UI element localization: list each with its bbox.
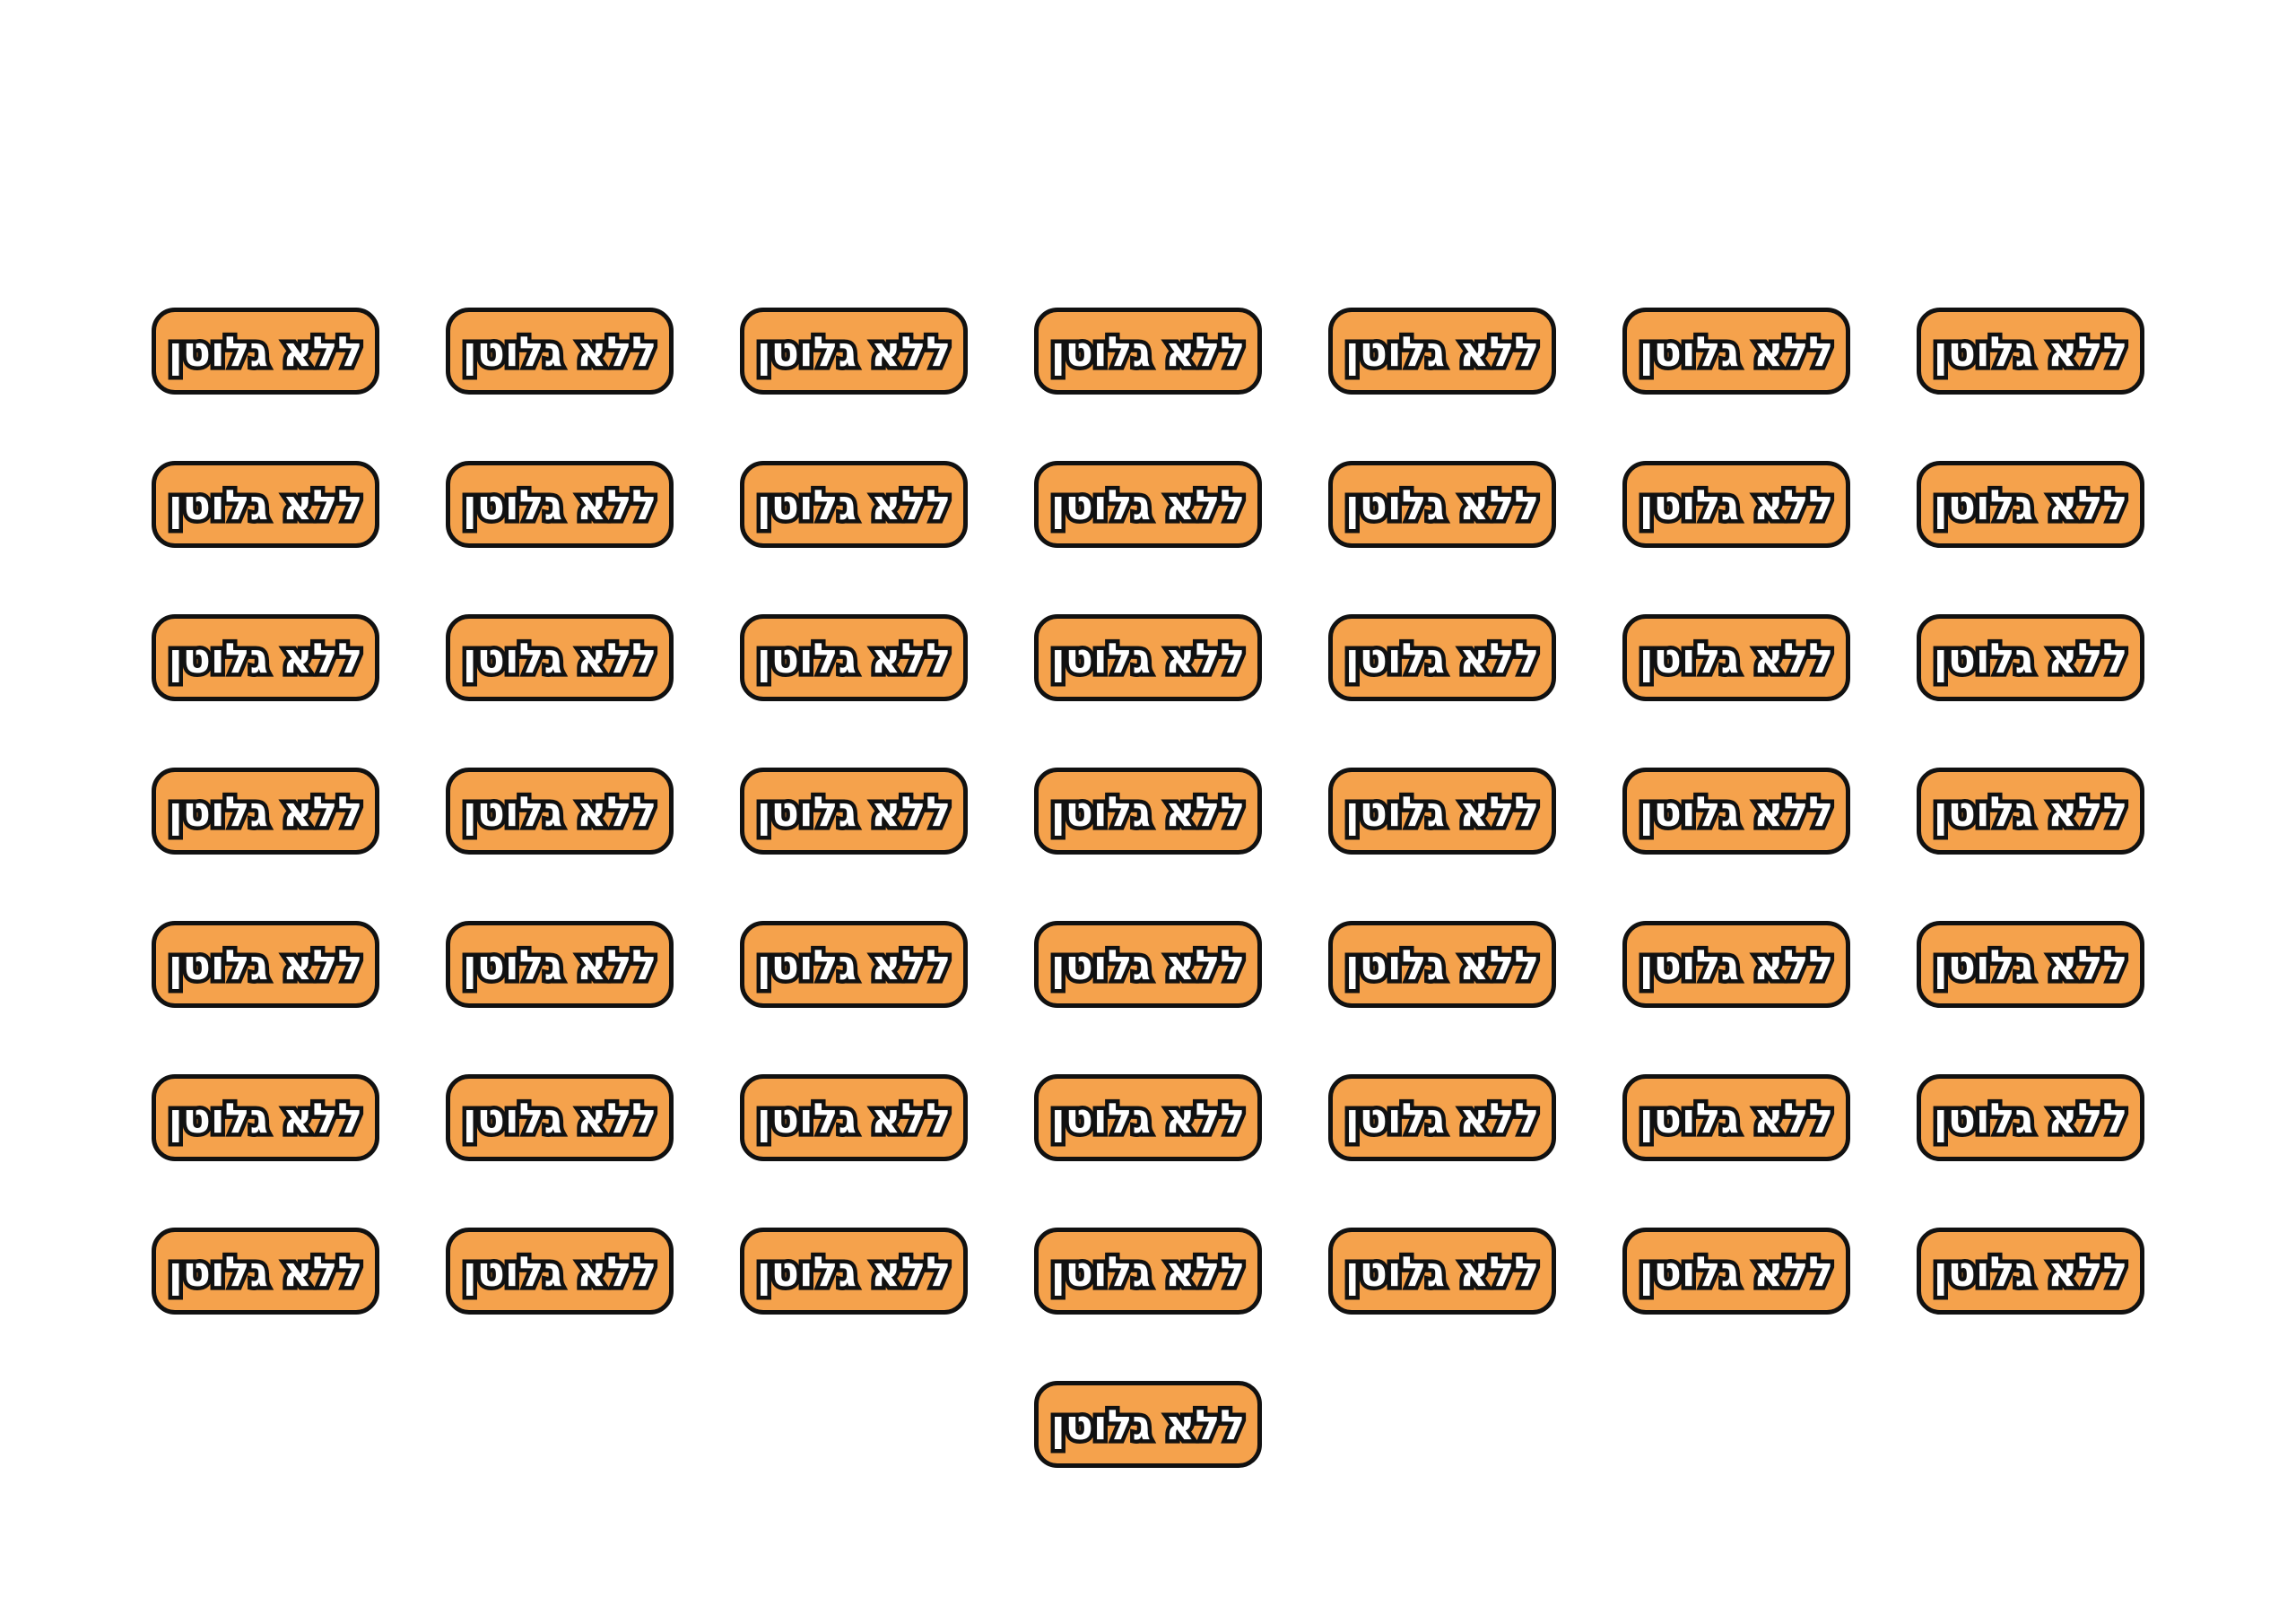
sticker-label: ללא גלוטן	[446, 1228, 674, 1315]
sticker-label: ללא גלוטן	[1034, 308, 1262, 395]
sticker-label: ללא גלוטן	[1622, 1074, 1850, 1161]
sticker-label: ללא גלוטן	[1328, 768, 1556, 855]
sticker-label: ללא גלוטן	[446, 461, 674, 548]
sticker-label: ללא גלוטן	[1328, 308, 1556, 395]
sticker-label: ללא גלוטן	[1622, 921, 1850, 1008]
sticker-label: ללא גלוטן	[152, 1074, 379, 1161]
sticker-label: ללא גלוטן	[1622, 461, 1850, 548]
sticker-label: ללא גלוטן	[152, 461, 379, 548]
sticker-label: ללא גלוטן	[1917, 921, 2144, 1008]
sticker-label: ללא גלוטן	[1034, 1228, 1262, 1315]
sticker-label: ללא גלוטן	[152, 1228, 379, 1315]
sticker-label: ללא גלוטן	[1917, 308, 2144, 395]
sticker-label: ללא גלוטן	[1917, 614, 2144, 701]
sticker-label: ללא גלוטן	[1622, 1228, 1850, 1315]
sticker-label: ללא גלוטן	[1034, 614, 1262, 701]
sticker-label: ללא גלוטן	[1328, 614, 1556, 701]
sticker-label: ללא גלוטן	[446, 614, 674, 701]
sticker-label: ללא גלוטן	[740, 461, 968, 548]
sticker-label: ללא גלוטן	[740, 1074, 968, 1161]
sticker-label: ללא גלוטן	[740, 768, 968, 855]
sticker-label: ללא גלוטן	[1034, 1381, 1262, 1468]
sticker-label: ללא גלוטן	[1034, 461, 1262, 548]
sticker-label: ללא גלוטן	[740, 614, 968, 701]
sticker-label: ללא גלוטן	[1622, 614, 1850, 701]
sticker-label: ללא גלוטן	[152, 921, 379, 1008]
sticker-label: ללא גלוטן	[152, 768, 379, 855]
sticker-label: ללא גלוטן	[1328, 921, 1556, 1008]
sticker-label: ללא גלוטן	[1622, 308, 1850, 395]
sticker-label: ללא גלוטן	[1917, 461, 2144, 548]
sticker-label: ללא גלוטן	[1917, 768, 2144, 855]
sticker-label: ללא גלוטן	[152, 614, 379, 701]
sticker-label: ללא גלוטן	[740, 1228, 968, 1315]
sticker-label: ללא גלוטן	[446, 921, 674, 1008]
sticker-label: ללא גלוטן	[1328, 1074, 1556, 1161]
sticker-label: ללא גלוטן	[740, 308, 968, 395]
sticker-label: ללא גלוטן	[1034, 768, 1262, 855]
sticker-label: ללא גלוטן	[1034, 1074, 1262, 1161]
sticker-label: ללא גלוטן	[1034, 921, 1262, 1008]
sticker-label: ללא גלוטן	[1622, 768, 1850, 855]
sticker-label: ללא גלוטן	[740, 921, 968, 1008]
sticker-label: ללא גלוטן	[446, 1074, 674, 1161]
sticker-label: ללא גלוטן	[1917, 1074, 2144, 1161]
sticker-label: ללא גלוטן	[1328, 1228, 1556, 1315]
sticker-label: ללא גלוטן	[446, 308, 674, 395]
sticker-label: ללא גלוטן	[1917, 1228, 2144, 1315]
sticker-label: ללא גלוטן	[446, 768, 674, 855]
sticker-label: ללא גלוטן	[152, 308, 379, 395]
sticker-label: ללא גלוטן	[1328, 461, 1556, 548]
